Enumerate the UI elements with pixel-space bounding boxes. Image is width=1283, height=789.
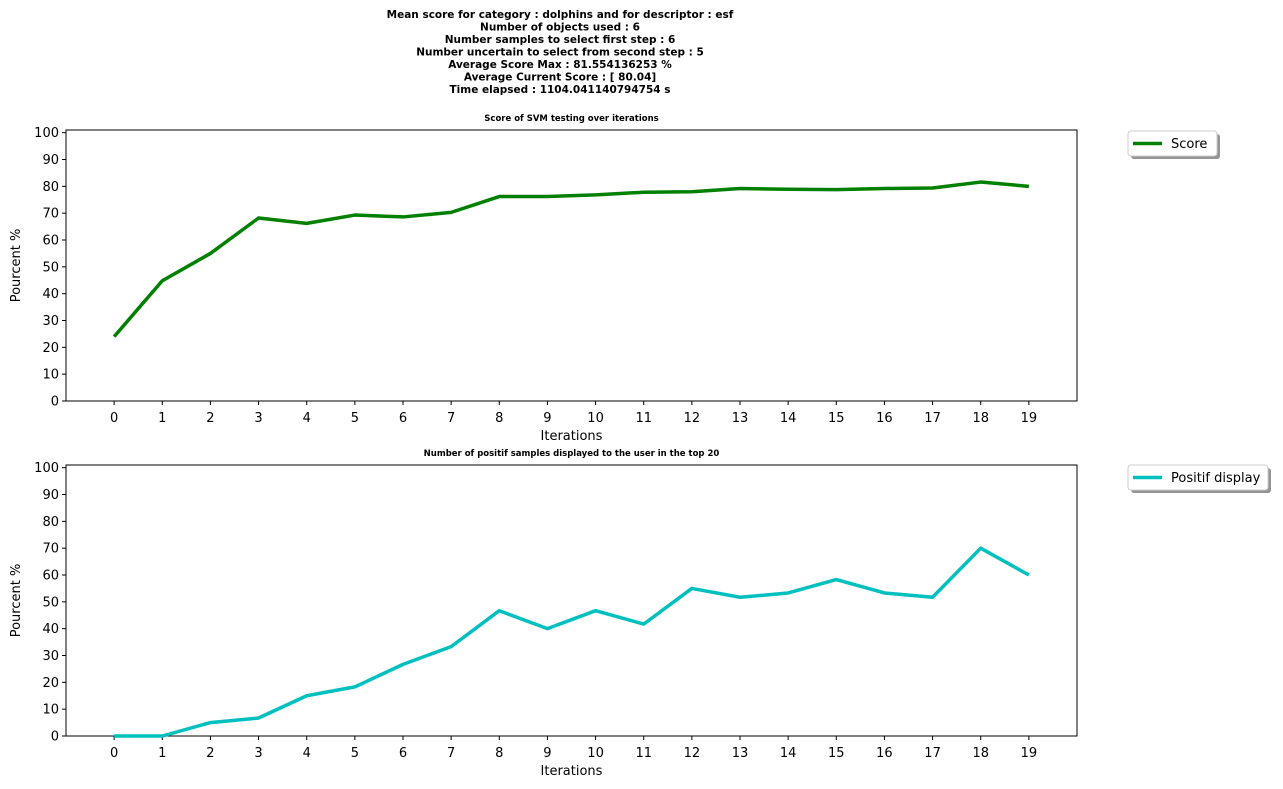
positif-x-tick-label-3: 3 — [254, 746, 262, 761]
score-x-tick-label-8: 8 — [495, 411, 503, 426]
score-x-tick-label-6: 6 — [399, 411, 407, 426]
score-x-tick-label-9: 9 — [543, 411, 551, 426]
positif-x-tick-label-16: 16 — [876, 746, 893, 761]
positif-x-tick-label-6: 6 — [399, 746, 407, 761]
positif-chart-title: Number of positif samples displayed to t… — [424, 449, 720, 459]
score-chart-panel: Score of SVM testing over iterations0102… — [9, 114, 1220, 444]
positif-display-chart-panel: Number of positif samples displayed to t… — [9, 449, 1271, 779]
score-x-tick-label-11: 11 — [635, 411, 652, 426]
score-y-tick-label-10: 10 — [42, 368, 59, 383]
positif-x-tick-label-4: 4 — [303, 746, 311, 761]
positif-y-tick-label-40: 40 — [42, 622, 59, 637]
score-chart-title: Score of SVM testing over iterations — [484, 114, 658, 124]
positif-x-tick-label-2: 2 — [206, 746, 214, 761]
score-legend: Score — [1127, 130, 1220, 159]
positif-y-tick-label-100: 100 — [34, 461, 59, 476]
positif-x-tick-label-13: 13 — [732, 746, 749, 761]
positif-x-tick-label-17: 17 — [924, 746, 941, 761]
score-x-tick-label-14: 14 — [780, 411, 797, 426]
score-y-tick-label-60: 60 — [42, 234, 59, 249]
score-x-tick-label-3: 3 — [254, 411, 262, 426]
positif-y-tick-label-20: 20 — [42, 676, 59, 691]
score-x-tick-label-4: 4 — [303, 411, 311, 426]
score-y-tick-label-50: 50 — [42, 260, 59, 275]
positif-x-tick-label-8: 8 — [495, 746, 503, 761]
score-y-tick-label-40: 40 — [42, 287, 59, 302]
suptitle-line-4: Number uncertain to select from second s… — [416, 47, 704, 59]
suptitle-line-2: Number of objects used : 6 — [480, 22, 640, 34]
positif-x-tick-label-7: 7 — [447, 746, 455, 761]
positif-x-tick-label-9: 9 — [543, 746, 551, 761]
score-x-tick-label-7: 7 — [447, 411, 455, 426]
suptitle-line-3: Number samples to select first step : 6 — [445, 34, 676, 46]
positif-x-tick-label-14: 14 — [780, 746, 797, 761]
score-x-tick-label-13: 13 — [732, 411, 749, 426]
score-x-tick-label-17: 17 — [924, 411, 941, 426]
positif-axes-frame — [65, 464, 1078, 737]
positif-x-tick-label-19: 19 — [1021, 746, 1038, 761]
score-legend-label: Score — [1171, 137, 1207, 152]
positif-x-tick-label-0: 0 — [110, 746, 118, 761]
score-y-tick-label-30: 30 — [42, 314, 59, 329]
score-x-tick-label-2: 2 — [206, 411, 214, 426]
positif-legend-box — [1127, 464, 1269, 491]
score-y-tick-label-100: 100 — [34, 126, 59, 141]
figure-suptitle: Mean score for category : dolphins and f… — [387, 9, 734, 96]
positif-x-tick-label-1: 1 — [158, 746, 166, 761]
score-axes-frame — [65, 129, 1078, 402]
positif-x-tick-label-15: 15 — [828, 746, 845, 761]
score-y-axis-label: Pourcent % — [9, 229, 24, 303]
positif-y-tick-label-70: 70 — [42, 542, 59, 557]
score-y-tick-label-20: 20 — [42, 341, 59, 356]
positif-y-tick-label-10: 10 — [42, 703, 59, 718]
positif-x-tick-label-12: 12 — [684, 746, 701, 761]
score-x-tick-label-1: 1 — [158, 411, 166, 426]
score-x-tick-label-10: 10 — [587, 411, 604, 426]
suptitle-line-5: Average Score Max : 81.554136253 % — [448, 59, 672, 71]
score-x-tick-label-19: 19 — [1021, 411, 1038, 426]
suptitle-line-6: Average Current Score : [ 80.04] — [464, 72, 656, 84]
score-series-line — [112, 180, 1030, 338]
positif-legend: Positif display — [1127, 464, 1271, 493]
score-x-tick-label-15: 15 — [828, 411, 845, 426]
positif-legend-label: Positif display — [1171, 471, 1261, 486]
score-x-tick-label-12: 12 — [684, 411, 701, 426]
score-y-tick-label-70: 70 — [42, 207, 59, 222]
positif-y-tick-label-0: 0 — [51, 730, 59, 745]
score-y-tick-label-0: 0 — [51, 395, 59, 410]
score-x-tick-label-16: 16 — [876, 411, 893, 426]
positif-x-tick-label-18: 18 — [972, 746, 989, 761]
positif-x-tick-label-11: 11 — [635, 746, 652, 761]
suptitle-line-7: Time elapsed : 1104.041140794754 s — [450, 84, 671, 96]
positif-y-tick-label-30: 30 — [42, 649, 59, 664]
positif-x-tick-label-10: 10 — [587, 746, 604, 761]
score-x-axis-label: Iterations — [541, 429, 603, 444]
positif-series-line — [114, 546, 1030, 738]
positif-y-tick-label-90: 90 — [42, 488, 59, 503]
positif-y-axis-label: Pourcent % — [9, 564, 24, 638]
positif-y-tick-label-50: 50 — [42, 595, 59, 610]
positif-x-tick-label-5: 5 — [351, 746, 359, 761]
score-x-tick-label-5: 5 — [351, 411, 359, 426]
score-legend-box — [1127, 130, 1218, 157]
score-x-tick-label-0: 0 — [110, 411, 118, 426]
positif-y-tick-label-60: 60 — [42, 569, 59, 584]
positif-y-tick-label-80: 80 — [42, 515, 59, 530]
score-y-tick-label-80: 80 — [42, 180, 59, 195]
score-x-tick-label-18: 18 — [972, 411, 989, 426]
positif-x-axis-label: Iterations — [541, 764, 603, 779]
suptitle-line-1: Mean score for category : dolphins and f… — [387, 9, 734, 21]
score-y-tick-label-90: 90 — [42, 153, 59, 168]
